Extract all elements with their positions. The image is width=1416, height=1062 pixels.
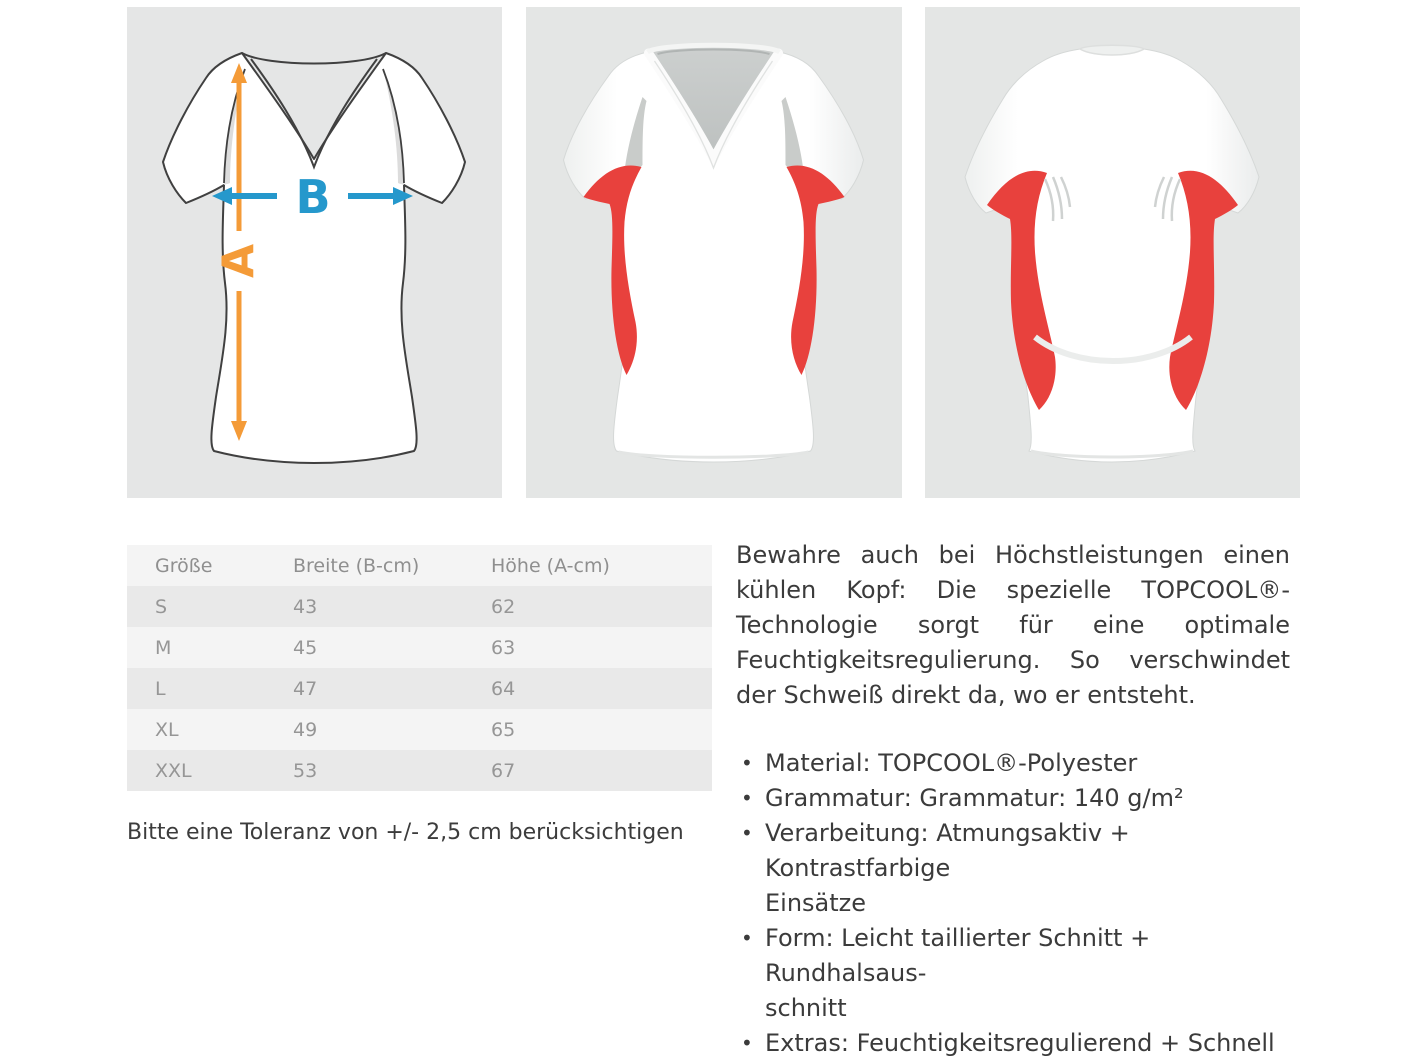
feature-material: Material: TOPCOOL®-Polyester (765, 749, 1138, 777)
feature-grammatur: Grammatur: Grammatur: 140 g/m² (765, 784, 1184, 812)
right-sleeve-seam (382, 68, 405, 184)
left-red-panel (583, 165, 642, 375)
shirt-back-photo (964, 44, 1260, 463)
left-underarm-shading (224, 69, 245, 185)
neck-opening (647, 43, 780, 159)
col-header-size: Größe (155, 554, 213, 577)
tolerance-note: Bitte eine Toleranz von +/- 2,5 cm berüc… (127, 820, 684, 845)
cell-size: XL (155, 718, 179, 741)
hem-shadow (618, 450, 809, 459)
inner-collar-line (250, 58, 378, 170)
table-row: XL 49 65 (127, 709, 712, 750)
size-diagram-image: A B (127, 7, 502, 498)
height-label-a: A (214, 244, 265, 278)
cell-height: 65 (491, 718, 516, 741)
list-item: Material: TOPCOOL®-Polyester (736, 746, 1290, 781)
shirt-outline (162, 52, 466, 464)
cell-width: 45 (293, 636, 318, 659)
feature-extras: Extras: Feuchtigkeitsregulierend + Schne… (765, 1029, 1275, 1057)
collar-back-line (241, 52, 387, 65)
size-chart: Größe Breite (B-cm) Höhe (A-cm) S 43 62 … (127, 545, 712, 791)
col-header-width: Breite (B-cm) (293, 554, 420, 577)
collar-top-rim (646, 42, 781, 55)
crew-collar (1078, 44, 1146, 56)
width-label-b: B (295, 170, 330, 224)
cell-width: 47 (293, 677, 318, 700)
shirt-measurement-diagram: A B (162, 52, 466, 464)
cell-size: L (155, 677, 166, 700)
right-reflector-marks (1153, 176, 1182, 222)
description-intro: Bewahre auch bei Höchstleistungen einen … (736, 541, 1290, 709)
cell-height: 62 (491, 595, 516, 618)
table-header-row: Größe Breite (B-cm) Höhe (A-cm) (127, 545, 712, 586)
left-reflector-marks (1043, 176, 1072, 222)
right-gray-insert (781, 97, 805, 181)
cell-width: 53 (293, 759, 318, 782)
table-row: S 43 62 (127, 586, 712, 627)
col-header-height: Höhe (A-cm) (491, 554, 610, 577)
list-item: Verarbeitung: Atmungsaktiv + Kontrastfar… (736, 816, 1290, 921)
list-item: Grammatur: Grammatur: 140 g/m² (736, 781, 1290, 816)
feature-list: Material: TOPCOOL®-Polyester Grammatur: … (736, 746, 1290, 1062)
height-arrow (231, 63, 247, 441)
table-row: XXL 53 67 (127, 750, 712, 791)
cell-width: 49 (293, 718, 318, 741)
left-red-panel-back (987, 170, 1056, 410)
collar-band-edge (653, 60, 774, 170)
cell-height: 67 (491, 759, 516, 782)
left-gray-insert (623, 97, 647, 181)
cell-width: 43 (293, 595, 318, 618)
cell-height: 64 (491, 677, 516, 700)
inner-collar-seam (657, 48, 770, 55)
hem-shadow-back (1030, 449, 1194, 459)
right-underarm-shading (383, 69, 404, 185)
shirt-body-back (964, 48, 1260, 463)
list-item: Extras: Feuchtigkeitsregulierend + Schne… (736, 1026, 1290, 1062)
table-row: L 47 64 (127, 668, 712, 709)
product-description: Bewahre auch bei Höchstleistungen einen … (736, 538, 1290, 1062)
size-table: Größe Breite (B-cm) Höhe (A-cm) S 43 62 … (127, 545, 712, 791)
product-back-image (925, 7, 1300, 498)
cell-size: XXL (155, 759, 192, 782)
product-front-image (526, 7, 902, 498)
cell-height: 63 (491, 636, 516, 659)
shirt-front-photo (562, 42, 865, 463)
cell-size: M (155, 636, 172, 659)
cell-size: S (155, 595, 168, 618)
list-item: Form: Leicht taillierter Schnitt + Rundh… (736, 921, 1290, 1026)
back-crease-shadow (1033, 334, 1193, 364)
feature-verarbeitung: Verarbeitung: Atmungsaktiv + Kontrastfar… (765, 819, 1130, 917)
table-row: M 45 63 (127, 627, 712, 668)
width-arrow (212, 187, 413, 205)
feature-form: Form: Leicht taillierter Schnitt + Rundh… (765, 924, 1151, 1022)
